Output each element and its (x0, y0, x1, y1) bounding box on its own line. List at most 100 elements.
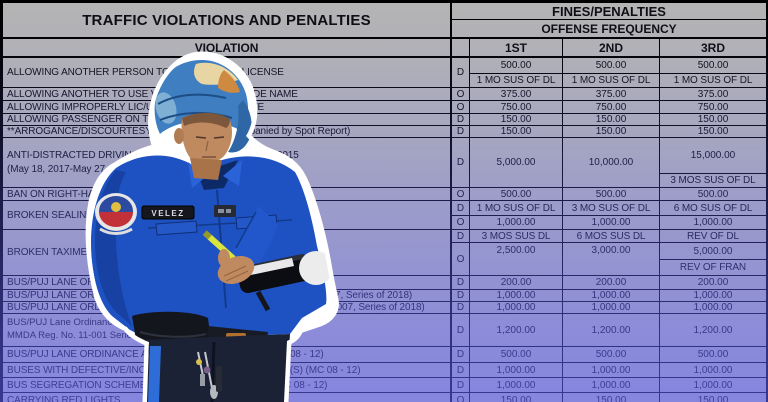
fine-cell: 1,000.00 (693, 379, 733, 391)
table-row: BROKEN TAXIMETER SEAL D O 3 MOS SUS DL 2,… (3, 230, 766, 276)
violation-line-2: (May 18, 2017-May 27, 2017 Warning; May … (7, 163, 277, 175)
fine-cell: 1,000.00 (470, 290, 563, 301)
table-row: BUS/PUJ LANE ORDINANCE D 200.00 200.00 2… (3, 276, 766, 290)
fine-cell: 200.00 (697, 277, 729, 288)
fine-cell: 1,000.00 (470, 302, 563, 313)
fine-cell: 1,200.00 (563, 314, 660, 346)
table-row: BAN ON RIGHT-HAND DRIVE VEHICLES O 500.0… (3, 188, 766, 201)
violation-cell: BUS/PUJ LANE ORDINANCE ALONG EDSA EXC. B… (3, 347, 452, 362)
fine-cell: 1,000.00 (496, 217, 536, 228)
fine-cell: 1,000.00 (470, 378, 563, 392)
table-row: ALLOWING PASSENGER ON TOP OF THE VEHICLE… (3, 114, 766, 126)
violation-cell: BUS/PUJ LANE ORDINANCE (3, 276, 452, 289)
violation-line-1: ANTI-DISTRACTED DRIVING ACT - RA 10913, … (7, 150, 299, 161)
table-row: BUS/PUJ Lane Ordinance along EDSA appreh… (3, 314, 766, 347)
table-row: BUS/PUJ LANE ORDINANCE ALONG EDSA EXC. B… (3, 347, 766, 363)
fine-cell: 200.00 (470, 276, 563, 289)
table-row: ALLOWING IMPROPERLY LIC/UNLIC DRIVER TO … (3, 101, 766, 114)
table-row: ALLOWING ANOTHER PERSON TO USE DRIVERS L… (3, 58, 766, 88)
penalty-cell: REV OF DL (660, 230, 766, 243)
offense-type-cell: D (452, 378, 470, 392)
fine-cell: 500.00 (470, 58, 562, 74)
table-title: TRAFFIC VIOLATIONS AND PENALTIES (3, 3, 452, 37)
violation-cell: **ARROGANCE/DISCOURTESY (Apprehension ac… (3, 126, 452, 137)
penalty-cell: 3 MOS SUS OF DL (670, 175, 756, 186)
fine-cell: 150.00 (563, 393, 660, 402)
offense-type-cell: O (456, 253, 465, 265)
violation-line-1: BUS/PUJ Lane Ordinance along EDSA appreh… (7, 317, 300, 329)
penalty-cell: 6 MOS SUS DL (563, 230, 659, 243)
fine-cell: 750.00 (697, 101, 729, 113)
fine-cell: 500.00 (563, 188, 660, 200)
table-row: CARRYING RED LIGHTS O 150.00 150.00 150.… (3, 393, 766, 402)
offense-type-cell: O (456, 217, 465, 228)
penalty-cell: 1 MO SUS OF DL (476, 75, 556, 86)
offense-type-cell: D (452, 290, 470, 301)
fine-cell: 1,200.00 (693, 324, 733, 336)
penalty-cell: REV OF FRAN (679, 262, 747, 273)
fine-cell: 150.00 (697, 395, 729, 402)
fine-cell: 375.00 (470, 88, 563, 100)
fine-cell: 750.00 (563, 101, 660, 113)
table-row: ALLOWING ANOTHER TO USE VEHICLE UNDER TR… (3, 88, 766, 101)
violation-column-header: VIOLATION (3, 39, 452, 56)
offense-type-cell: D (452, 201, 469, 216)
penalty-cell: 1 MO SUS OF DL (470, 201, 562, 216)
penalty-cell: 1 MO SUS OF DL (673, 75, 753, 86)
fine-cell: 150.00 (470, 126, 563, 137)
offense-type-cell: D (452, 347, 470, 362)
fine-cell: 1,200.00 (470, 314, 563, 346)
fine-cell: 500.00 (470, 188, 563, 200)
table-row: BUSES WITH DEFECTIVE/INOPERATIVE AIRCON … (3, 363, 766, 378)
violation-cell: ANTI-DISTRACTED DRIVING ACT - RA 10913, … (3, 138, 452, 187)
fine-cell: 1,000.00 (563, 290, 660, 301)
violation-cell: ALLOWING PASSENGER ON TOP OF THE VEHICLE (3, 114, 452, 125)
violation-cell: ALLOWING ANOTHER TO USE VEHICLE UNDER TR… (3, 88, 452, 100)
offense-type-cell: D (452, 314, 470, 346)
violation-cell: BUS SEGREGATION SCHEME ALONG EDSA BUS LA… (3, 378, 452, 392)
table-row: BUS/PUJ LANE ORDINANCE ALONG EDSA (MMDA … (3, 290, 766, 302)
table-row: BUS/PUJ LANE ORDINANCE ALONG MABUHAY LAN… (3, 302, 766, 314)
offense-type-cell: O (452, 101, 470, 113)
violation-line-2: MMDA Reg. No. 11-001 Series of 2011 (7, 330, 171, 341)
penalty-cell: 6 MO SUS OF DL (660, 201, 766, 216)
fine-cell: 150.00 (470, 393, 563, 402)
offense-type-cell: D (452, 138, 470, 187)
fine-cell: 1,000.00 (693, 217, 733, 228)
offense-type-cell: O (452, 393, 470, 402)
offense-type-cell: D (452, 363, 470, 377)
fine-cell: 10,000.00 (563, 138, 660, 187)
column-header-row: VIOLATION 1ST 2ND 3RD (3, 39, 766, 58)
fine-cell: 150.00 (697, 114, 729, 125)
fine-cell: 1,000.00 (563, 302, 660, 313)
fine-cell: 200.00 (563, 276, 660, 289)
table-row: BUS SEGREGATION SCHEME ALONG EDSA BUS LA… (3, 378, 766, 393)
fine-cell: 1,000.00 (563, 363, 660, 377)
fine-cell: 750.00 (470, 101, 563, 113)
fine-cell: 1,000.00 (470, 363, 563, 377)
violation-cell: BROKEN TAXIMETER SEAL (3, 230, 452, 275)
fine-cell: 150.00 (563, 114, 660, 125)
fine-cell: 500.00 (470, 347, 563, 362)
offense-type-cell: D (452, 126, 470, 137)
violation-cell: BROKEN SEALING OF TAXIMETER (3, 201, 452, 229)
offense-type-cell: D (452, 230, 469, 243)
fine-cell: 1,000.00 (591, 217, 631, 228)
fine-cell: 15,000.00 (660, 138, 766, 174)
fine-cell: 500.00 (697, 349, 729, 360)
offense-type-cell: D (452, 58, 470, 87)
violation-cell: CARRYING RED LIGHTS (3, 393, 452, 402)
fines-penalties-header: FINES/PENALTIES (452, 3, 766, 20)
offense-type-cell: D (452, 114, 470, 125)
penalty-cell: 3 MO SUS OF DL (563, 201, 659, 216)
violation-cell: BAN ON RIGHT-HAND DRIVE VEHICLES (3, 188, 452, 200)
first-offense-header: 1ST (470, 39, 563, 56)
fine-cell: 1,000.00 (563, 378, 660, 392)
fine-cell: 2,500.00 (496, 245, 536, 256)
table-header: TRAFFIC VIOLATIONS AND PENALTIES FINES/P… (3, 3, 766, 39)
fine-cell: 3,000.00 (591, 245, 631, 256)
fine-cell: 375.00 (563, 88, 660, 100)
fine-cell: 150.00 (470, 114, 563, 125)
